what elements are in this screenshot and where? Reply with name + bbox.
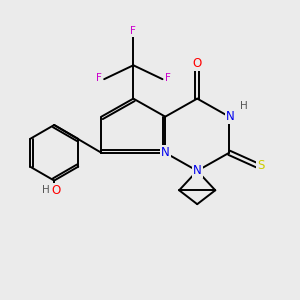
Text: H: H [42,185,50,195]
Text: N: N [193,164,202,177]
Text: O: O [51,184,60,197]
Text: O: O [193,57,202,70]
Text: N: N [161,146,170,159]
Text: H: H [240,101,248,111]
Text: F: F [96,73,101,83]
Text: N: N [226,110,235,123]
Text: F: F [165,73,171,83]
Text: F: F [130,26,136,36]
Text: S: S [257,159,265,172]
